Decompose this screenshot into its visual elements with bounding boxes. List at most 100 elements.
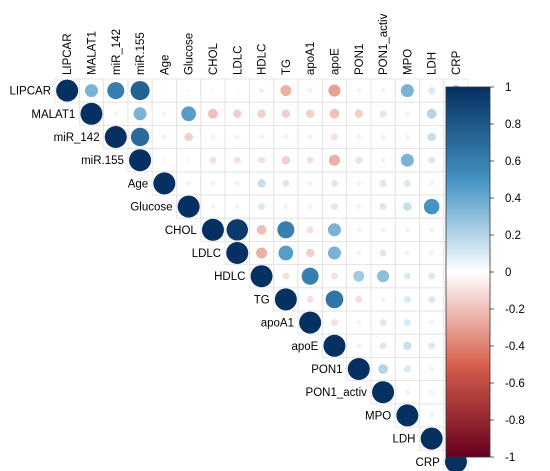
- corr-miR_142-Age: [161, 134, 167, 140]
- col-label-LIPCAR: LIPCAR: [62, 33, 74, 75]
- corr-MALAT1-apoE: [329, 108, 340, 119]
- corr-LIPCAR-MPO: [400, 84, 414, 98]
- col-label-Glucose: Glucose: [184, 33, 196, 75]
- corr-CHOL-apoA1: [306, 226, 314, 234]
- colorbar-tick-label: -0.4: [505, 341, 525, 353]
- corr-miR.155-Glucose: [186, 158, 191, 163]
- corr-HDLC-TG: [282, 272, 290, 280]
- col-label-apoE: apoE: [329, 48, 341, 75]
- row-label-LIPCAR: LIPCAR: [9, 86, 51, 98]
- col-label-CHOL: CHOL: [208, 42, 220, 75]
- corr-LDLC-PON1_activ: [379, 249, 387, 257]
- corr-HDLC-HDLC: [250, 265, 273, 288]
- corr-LDLC-MPO: [404, 250, 410, 256]
- corr-TG-MPO: [403, 295, 411, 303]
- corr-CHOL-apoE: [327, 223, 341, 237]
- corr-MALAT1-PON1_activ: [379, 110, 387, 118]
- col-label-MPO: MPO: [402, 49, 414, 75]
- row-label-CHOL: CHOL: [165, 225, 198, 237]
- corr-MALAT1-Age: [161, 111, 167, 117]
- corr-Age-MPO: [403, 179, 411, 187]
- corr-CHOL-PON1: [356, 227, 362, 233]
- corr-MALAT1-MALAT1: [80, 102, 103, 125]
- corr-apoE-PON1: [356, 343, 362, 349]
- corr-LIPCAR-MALAT1: [84, 84, 98, 98]
- corr-miR.155-PON1: [355, 156, 363, 164]
- colorbar: 1 0.8 0.6 0.4 0.2 0 -0.2 -0.4 -0.6 -0.8 -1: [445, 82, 525, 464]
- corr-miR_142-Glucose: [184, 132, 193, 142]
- corr-Glucose-MPO: [403, 202, 412, 211]
- column-labels: LIPCAR MALAT1 miR_142 miR.155 Age Glucose CHOL…: [62, 13, 463, 75]
- corr-HDLC-apoE: [330, 272, 338, 280]
- corr-TG-TG: [274, 288, 297, 311]
- corr-TG-PON1_activ: [380, 296, 386, 302]
- row-label-TG: TG: [254, 294, 270, 306]
- corr-miR.155-Age: [162, 158, 167, 163]
- colorbar-tick-label: 1: [505, 82, 511, 94]
- colorbar-tick-label: -1: [505, 452, 515, 464]
- correlation-circles: [56, 79, 467, 471]
- corr-CHOL-TG: [277, 221, 295, 239]
- corr-Glucose-LDH: [423, 198, 440, 215]
- corr-LIPCAR-LDLC: [235, 88, 240, 93]
- corr-miR_142-apoA1: [307, 134, 313, 140]
- corr-Glucose-LDLC: [234, 204, 240, 210]
- corr-LDLC-apoA1: [305, 248, 315, 258]
- corr-Age-apoE: [330, 179, 338, 187]
- corr-PON1_activ-LDH: [429, 389, 435, 395]
- colorbar-tick-label: 0.2: [505, 230, 521, 242]
- col-label-TG: TG: [281, 59, 293, 75]
- corr-HDLC-apoA1: [301, 267, 319, 285]
- corr-LIPCAR-Age: [162, 89, 166, 93]
- corr-apoE-apoE: [323, 334, 346, 357]
- corr-HDLC-PON1_activ: [377, 270, 390, 283]
- corr-miR_142-HDLC: [259, 134, 265, 140]
- corr-apoA1-apoA1: [299, 311, 322, 334]
- corr-MALAT1-LDH: [426, 108, 437, 119]
- corr-MALAT1-apoA1: [305, 109, 315, 119]
- corr-MPO-MPO: [396, 404, 419, 427]
- corr-miR_142-LDLC: [234, 134, 240, 140]
- corr-TG-PON1: [355, 295, 363, 303]
- corr-LDLC-apoE: [327, 246, 341, 260]
- corr-Age-Glucose: [186, 180, 192, 186]
- colorbar-tick-label: -0.2: [505, 304, 525, 316]
- corr-Age-LDH: [429, 180, 435, 186]
- corr-miR.155-PON1_activ: [380, 157, 386, 163]
- col-label-LDLC: LDLC: [232, 46, 244, 75]
- row-label-CRP: CRP: [416, 457, 441, 469]
- row-label-apoE: apoE: [291, 341, 318, 353]
- col-label-miR.155: miR.155: [135, 32, 147, 75]
- col-label-apoA1: apoA1: [305, 42, 317, 75]
- col-label-LDH: LDH: [427, 52, 439, 75]
- corr-apoA1-PON1: [356, 320, 362, 326]
- corr-LIPCAR-Glucose: [186, 88, 191, 93]
- corr-LIPCAR-apoE: [328, 84, 341, 97]
- corr-miR_142-TG: [283, 134, 289, 140]
- row-label-LDH: LDH: [392, 434, 415, 446]
- corr-CHOL-LDLC: [226, 219, 248, 241]
- corr-MALAT1-HDLC: [257, 109, 266, 119]
- corr-LIPCAR-PON1: [356, 88, 362, 94]
- colorbar-tick-label: 0.4: [505, 193, 522, 205]
- corr-miR.155-HDLC: [258, 156, 266, 164]
- colorbar-tick-label: -0.6: [505, 378, 525, 390]
- corr-CHOL-LDH: [429, 227, 435, 233]
- colorbar-tick-label: -0.8: [505, 415, 525, 427]
- corr-PON1_activ-PON1_activ: [372, 381, 395, 404]
- corr-Glucose-apoA1: [307, 204, 313, 210]
- corr-miR_142-LDH: [427, 132, 436, 142]
- row-label-PON1: PON1: [311, 364, 342, 376]
- corr-miR_142-miR.155: [130, 127, 150, 147]
- corr-PON1-PON1_activ: [378, 364, 388, 374]
- row-label-Glucose: Glucose: [130, 202, 172, 214]
- corr-Age-HDLC: [257, 179, 266, 188]
- corr-LIPCAR-HDLC: [259, 88, 265, 94]
- corr-Glucose-PON1_activ: [379, 203, 387, 211]
- colorbar-gradient: [445, 86, 491, 458]
- corr-LDLC-LDLC: [226, 242, 249, 264]
- corr-apoA1-apoE: [330, 319, 338, 327]
- row-label-MALAT1: MALAT1: [31, 109, 75, 121]
- corr-LDH-LDH: [420, 427, 443, 450]
- corr-Age-PON1: [356, 180, 362, 186]
